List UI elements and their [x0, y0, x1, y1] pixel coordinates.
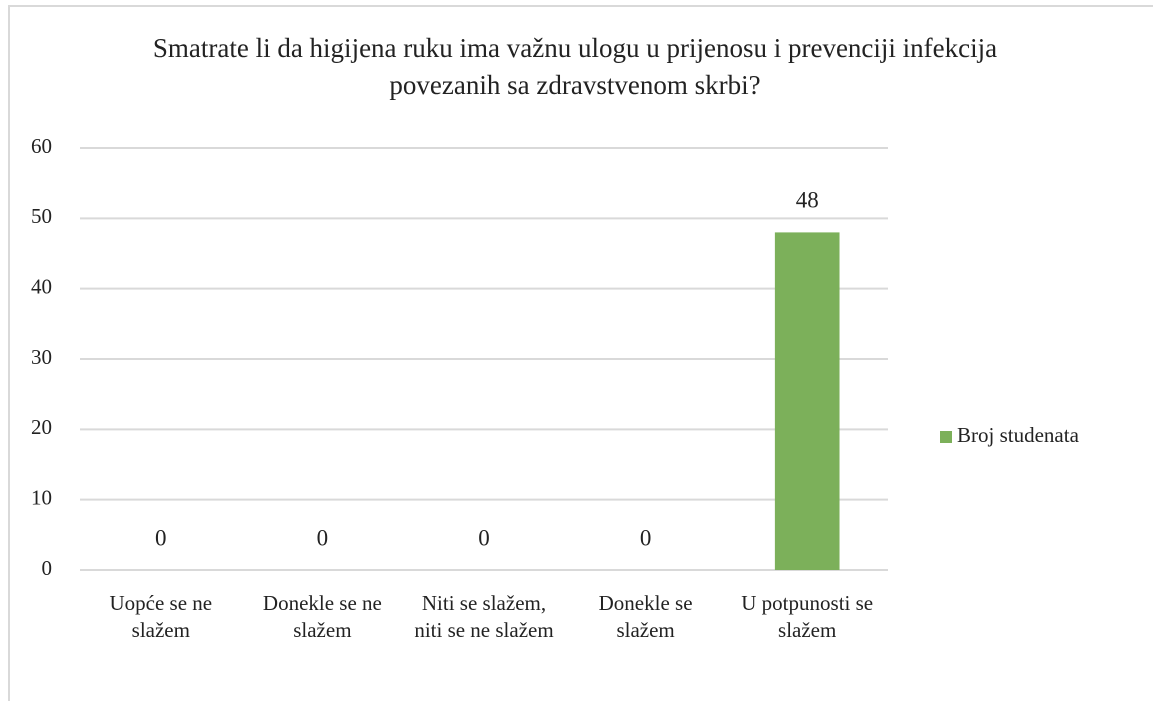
y-tick-label: 10 [31, 485, 52, 509]
data-label: 0 [640, 525, 652, 550]
y-tick-label: 20 [31, 415, 52, 439]
x-tick-label: Niti se slažem, niti se ne slažem [414, 591, 554, 642]
legend-swatch [940, 431, 952, 443]
y-tick-label: 60 [31, 134, 52, 158]
data-label: 0 [155, 525, 167, 550]
x-tick-label: Uopće se ne slažem [109, 591, 213, 642]
x-tick-label: Donekle se slažem [598, 591, 693, 642]
data-label: 48 [796, 188, 819, 213]
legend-label: Broj studenata [957, 423, 1080, 447]
data-label: 0 [317, 525, 329, 550]
chart-frame [8, 5, 1153, 701]
x-tick-label: Donekle se ne slažem [262, 591, 382, 642]
y-tick-label: 40 [31, 274, 52, 298]
y-tick-label: 0 [42, 556, 53, 580]
chart-title: Smatrate li da higijena ruku ima važnu u… [152, 33, 998, 100]
y-tick-label: 50 [31, 204, 52, 228]
data-label: 0 [478, 525, 490, 550]
x-tick-label: U potpunosti se slažem [741, 591, 874, 642]
y-tick-label: 30 [31, 345, 52, 369]
bar [774, 232, 840, 570]
